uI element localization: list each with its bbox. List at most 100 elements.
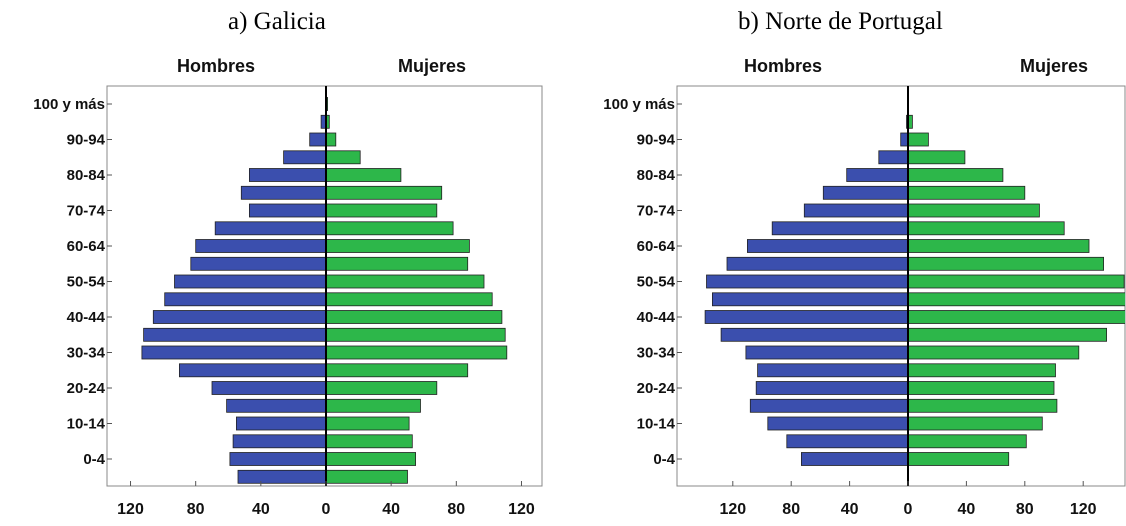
bar-hombres-30-34 [745, 345, 909, 360]
bar-hombres-75-79 [822, 185, 909, 200]
y-tick-label: 90-94 [67, 132, 106, 149]
bar-mujeres-25-29 [325, 381, 438, 395]
y-tick-label: 40-44 [637, 309, 676, 326]
bar-hombres-35-39 [720, 327, 909, 342]
bar-mujeres-85-89 [907, 150, 966, 165]
plot-frame [676, 85, 1126, 487]
bars [704, 114, 1125, 466]
y-tick-label: 40-44 [67, 309, 106, 326]
y-tick-label: 80-84 [637, 167, 676, 184]
bar-hombres-85-89 [248, 168, 327, 182]
bar-mujeres-55-59 [325, 274, 485, 289]
bar-hombres-95-99 [309, 132, 327, 147]
bar-hombres-65-69 [771, 221, 909, 236]
bar-mujeres-45-49 [325, 310, 503, 324]
bar-mujeres-40-44 [907, 310, 1125, 324]
x-tick-label: 80 [782, 501, 800, 518]
bar-mujeres-65-69 [325, 239, 470, 253]
y-tick-label: 70-74 [637, 203, 676, 220]
bar-mujeres-90-94 [907, 132, 929, 147]
bar-mujeres-40-44 [325, 327, 506, 342]
bar-hombres-40-44 [704, 310, 909, 324]
bar-hombres-45-49 [712, 292, 909, 307]
bar-mujeres-15-19 [325, 416, 410, 431]
bar-mujeres-75-79 [325, 203, 438, 218]
bar-hombres-25-29 [757, 363, 909, 378]
bar-hombres-0-4 [801, 452, 909, 466]
bar-hombres-70-74 [214, 221, 327, 236]
bar-mujeres-0-4 [907, 452, 1010, 466]
bar-hombres-85-89 [878, 150, 909, 165]
x-tick-label: 80 [1016, 501, 1034, 518]
bar-mujeres-20-24 [907, 381, 1055, 395]
y-tick-label: 0-4 [653, 451, 675, 468]
bar-hombres-0-4 [237, 469, 327, 484]
x-tick-label: 120 [508, 501, 535, 518]
bar-mujeres-50-54 [325, 292, 493, 307]
x-tick-label: 0 [904, 501, 913, 518]
y-tick-label: 50-54 [637, 274, 676, 291]
bar-hombres-50-54 [164, 292, 327, 307]
bar-mujeres-55-59 [907, 256, 1105, 271]
bar-hombres-20-24 [755, 381, 909, 395]
bar-hombres-60-64 [747, 239, 909, 253]
bar-hombres-70-74 [803, 203, 909, 218]
chart-title-norte-portugal: b) Norte de Portugal [738, 8, 943, 35]
bar-mujeres-80-84 [907, 168, 1004, 182]
bar-hombres-80-84 [846, 168, 909, 182]
bar-mujeres-5-9 [325, 452, 416, 466]
bar-mujeres-45-49 [907, 292, 1125, 307]
bar-mujeres-20-24 [325, 398, 421, 413]
y-tick-label: 0-4 [83, 451, 105, 468]
bar-hombres-60-64 [190, 256, 327, 271]
bar-hombres-15-19 [235, 416, 327, 431]
x-tick-label: 120 [719, 501, 746, 518]
y-tick-label: 100 y más [33, 96, 105, 113]
bar-mujeres-85-89 [325, 168, 402, 182]
x-tick-label: 120 [117, 501, 144, 518]
right-label-mujeres: Mujeres [398, 56, 466, 76]
x-tick-label: 40 [841, 501, 859, 518]
bar-mujeres-70-74 [325, 221, 454, 236]
y-tick-label: 80-84 [67, 167, 106, 184]
bar-mujeres-30-34 [907, 345, 1080, 360]
chart-title-galicia: a) Galicia [228, 8, 326, 35]
x-tick-label: 40 [958, 501, 976, 518]
bar-hombres-50-54 [706, 274, 909, 289]
bar-hombres-20-24 [226, 398, 327, 413]
bar-mujeres-95-99 [325, 132, 337, 147]
x-tick-label: 40 [382, 501, 400, 518]
bar-mujeres-0-4 [325, 469, 408, 484]
bar-hombres-75-79 [248, 203, 327, 218]
bar-hombres-25-29 [211, 381, 327, 395]
bar-mujeres-90-94 [325, 150, 361, 165]
bar-hombres-90-94 [900, 132, 909, 147]
bar-hombres-45-49 [152, 310, 327, 324]
bar-hombres-80-84 [240, 185, 327, 200]
bar-hombres-35-39 [141, 345, 327, 360]
bar-hombres-15-19 [749, 398, 909, 413]
bar-hombres-55-59 [726, 256, 909, 271]
y-tick-label: 70-74 [67, 203, 106, 220]
bar-hombres-5-9 [229, 452, 327, 466]
bar-mujeres-65-69 [907, 221, 1065, 236]
bar-hombres-90-94 [283, 150, 327, 165]
bar-hombres-10-14 [232, 434, 327, 449]
bar-mujeres-80-84 [325, 185, 443, 200]
bar-mujeres-5-9 [907, 434, 1027, 449]
y-tick-label: 50-54 [67, 274, 106, 291]
left-label-hombres: Hombres [177, 56, 255, 76]
bar-hombres-55-59 [174, 274, 327, 289]
bar-mujeres-10-14 [325, 434, 413, 449]
y-tick-label: 100 y más [603, 96, 675, 113]
bar-mujeres-35-39 [907, 327, 1108, 342]
left-label-hombres: Hombres [744, 56, 822, 76]
x-tick-label: 80 [447, 501, 465, 518]
bar-mujeres-25-29 [907, 363, 1056, 378]
bar-mujeres-50-54 [907, 274, 1125, 289]
x-tick-label: 120 [1070, 501, 1097, 518]
bars [141, 97, 508, 484]
bar-mujeres-15-19 [907, 398, 1058, 413]
pyramid-chart-1: Hombres Mujeres 100 y más 90-94 80-84 70-74 60… [33, 56, 543, 518]
bar-hombres-65-69 [195, 239, 327, 253]
